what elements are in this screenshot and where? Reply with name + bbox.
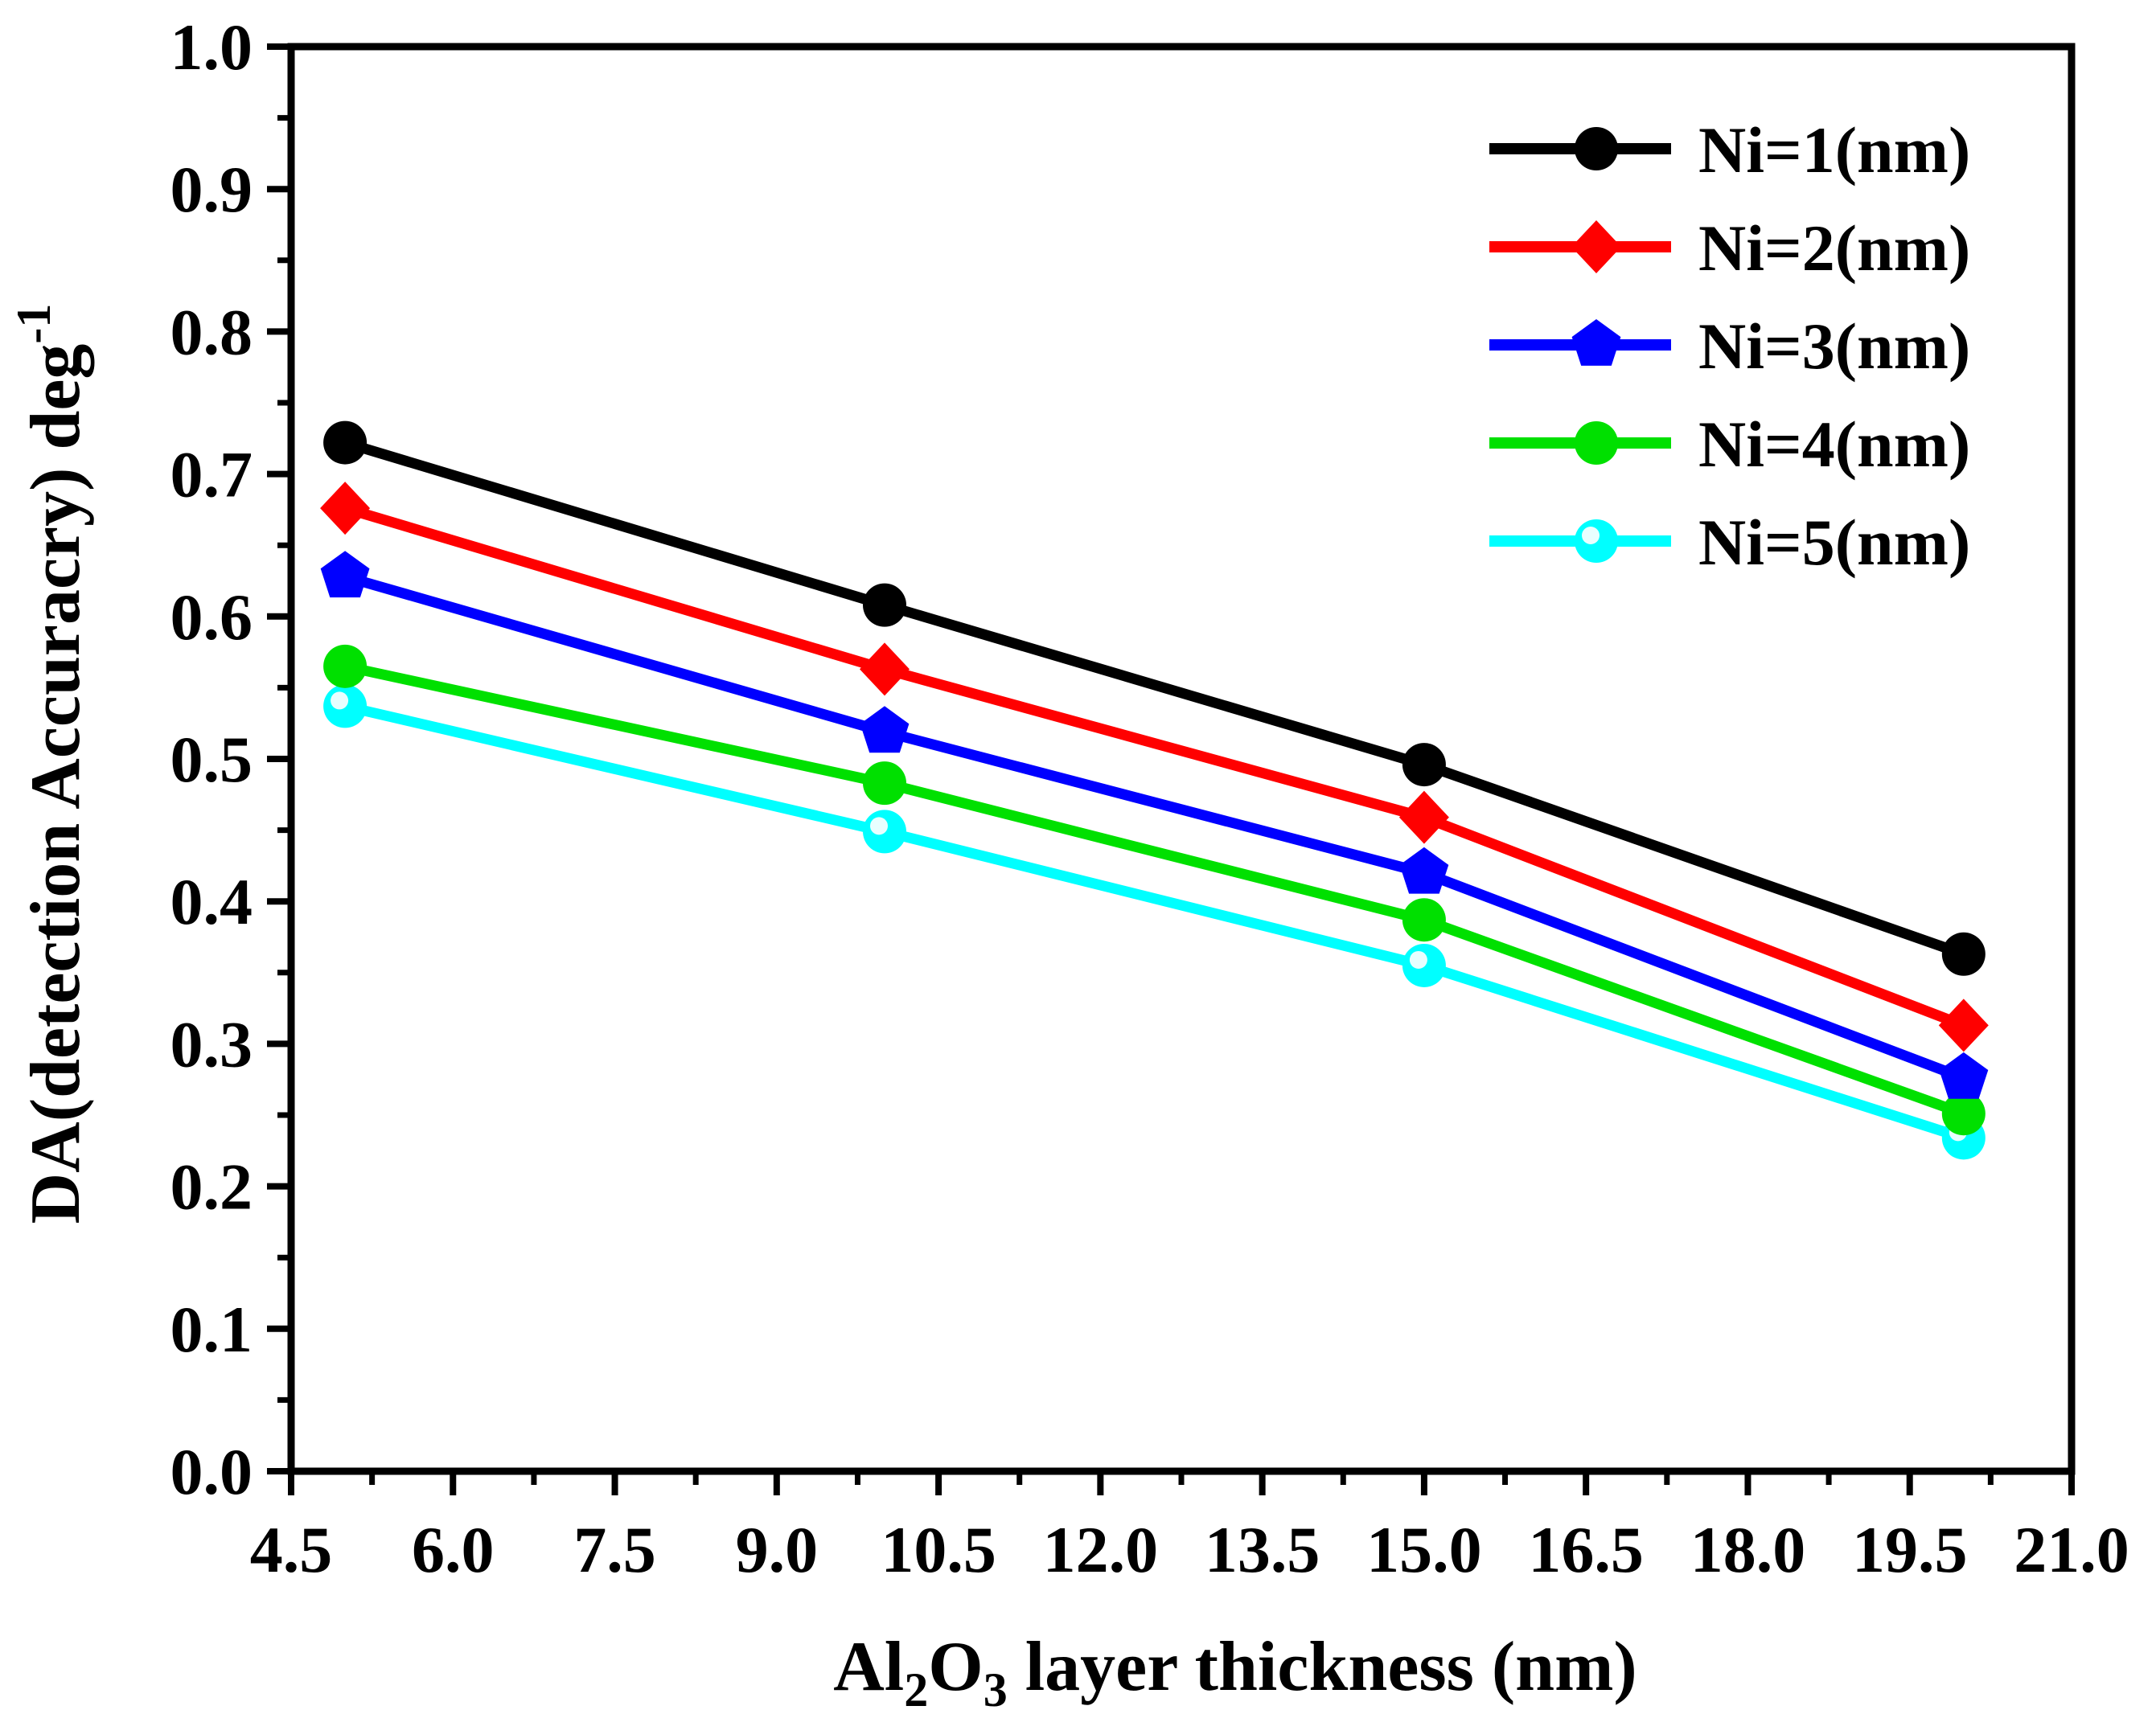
y-tick-label: 0.0 [170,1435,253,1508]
axes [267,43,2076,1495]
data-point [863,761,906,806]
y-tick-label: 0.3 [170,1007,253,1081]
x-tick-label: 15.0 [1366,1513,1482,1586]
series-layer [320,420,1989,1160]
y-tick-label: 0.2 [170,1150,253,1224]
y-tick-label: 0.7 [170,438,253,511]
legend-label: Ni=2(nm) [1698,211,1970,285]
legend-item-5: Ni=5(nm) [1489,506,1970,579]
x-tick-label: 10.5 [881,1513,996,1586]
legend-label: Ni=1(nm) [1698,113,1970,187]
data-point [320,551,370,598]
data-point [323,644,368,688]
x-axis-title: Al2O3 layer thickness (nm) [833,1628,1637,1710]
x-tick-label: 18.0 [1690,1513,1806,1586]
data-point-highlight [1409,950,1427,969]
legend-item-1: Ni=1(nm) [1489,113,1970,187]
legend-label: Ni=4(nm) [1698,408,1970,481]
series-line [343,437,1965,959]
series-1 [323,420,1986,976]
legend-item-3: Ni=3(nm) [1489,310,1970,383]
data-point [1402,743,1446,787]
x-tick-label: 12.0 [1043,1513,1159,1586]
y-tick-label: 0.6 [170,580,253,654]
y-tick-label: 0.4 [170,865,253,938]
data-point [1399,847,1449,894]
legend-item-2: Ni=2(nm) [1489,211,1970,285]
legend-label: Ni=5(nm) [1698,506,1970,579]
series-2 [320,482,1989,1052]
x-tick-label: 4.5 [250,1513,333,1586]
x-tick-label: 16.5 [1528,1513,1644,1586]
legend-marker-highlight [1582,527,1600,544]
y-tick-label: 0.9 [170,153,253,226]
legend-marker [1571,319,1621,366]
data-point-highlight [870,817,888,835]
data-point [1941,932,1986,976]
data-point [320,482,371,535]
data-point [860,642,910,696]
x-tick-label: 9.0 [736,1513,819,1586]
y-tick-label: 0.8 [170,295,253,368]
legend-marker [1575,421,1618,465]
y-tick-label: 1.0 [170,10,253,84]
data-point [1939,1052,1989,1099]
x-tick-label: 21.0 [2014,1513,2129,1586]
series-5 [323,684,1986,1160]
series-line [343,661,1965,1119]
y-tick-label: 0.1 [170,1293,253,1366]
data-point [1402,898,1446,942]
x-tick-label: 6.0 [412,1513,495,1586]
x-tick-label: 13.5 [1205,1513,1320,1586]
legend-marker [1571,220,1621,273]
data-point [1941,1092,1986,1136]
series-line [343,571,1966,1083]
series-line [343,502,1966,1031]
series-4 [323,644,1986,1136]
data-point [863,583,906,627]
data-point [1938,999,1989,1052]
legend-marker [1575,127,1618,170]
data-point [323,420,368,465]
legend-label: Ni=3(nm) [1698,310,1970,383]
series-line [343,701,1965,1143]
data-point-highlight [331,691,349,710]
tick-labels: 4.5 6.0 7.5 9.0 10.5 12.0 13.5 15.0 16.5 18.0 19.5… [170,10,2129,1586]
data-point [1398,790,1449,844]
series-3 [320,551,1989,1099]
legend-item-4: Ni=4(nm) [1489,408,1970,481]
y-axis-title: DA(detection Accuracry) deg-1 [7,304,95,1224]
legend: Ni=1(nm) Ni=2(nm) Ni=3(nm) Ni=4(nm) Ni=5(nm) [1489,113,1970,579]
data-point [860,706,910,753]
x-tick-label: 19.5 [1852,1513,1968,1586]
x-tick-label: 7.5 [573,1513,656,1586]
y-tick-label: 0.5 [170,723,253,796]
